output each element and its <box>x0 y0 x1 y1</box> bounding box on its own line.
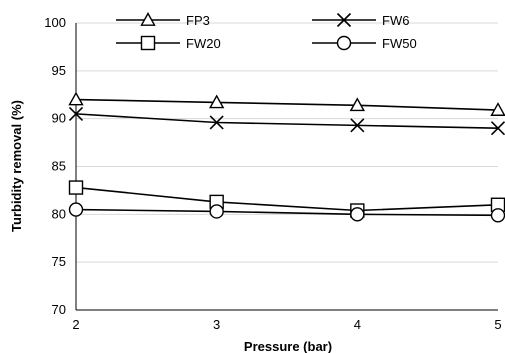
legend-item-fw50: FW50 <box>312 35 417 51</box>
x-marker <box>490 121 505 136</box>
legend-label: FW50 <box>382 36 417 51</box>
legend-label: FP3 <box>186 13 210 28</box>
y-tick-label: 70 <box>52 302 66 317</box>
y-tick-label: 90 <box>52 111 66 126</box>
legend-item-fw6: FW6 <box>312 12 409 28</box>
x-tick-label: 4 <box>354 317 361 332</box>
x-marker <box>336 12 352 28</box>
series-fw50 <box>68 202 505 223</box>
circle-marker <box>209 204 224 219</box>
x-marker <box>209 115 224 130</box>
y-tick-label: 75 <box>52 254 66 269</box>
triangle-marker <box>140 12 156 26</box>
x-marker <box>68 106 84 121</box>
legend-label: FW20 <box>186 36 221 51</box>
x-tick-labels: 2 3 4 5 <box>72 317 501 332</box>
legend: FP3 FW6 FW20 FW50 <box>116 12 417 51</box>
series-line <box>75 186 499 212</box>
y-tick-label: 85 <box>52 159 66 174</box>
series-fw20 <box>68 180 505 218</box>
y-axis-title: Turbidity removal (%) <box>9 100 24 232</box>
circle-marker <box>350 207 365 222</box>
legend-item-fw20: FW20 <box>116 35 221 51</box>
x-marker <box>350 118 365 133</box>
series-fp3 <box>68 91 505 116</box>
triangle-marker <box>490 102 505 116</box>
circle-marker <box>68 202 84 217</box>
series-line <box>75 208 499 217</box>
y-tick-label: 95 <box>52 63 66 78</box>
circle-marker <box>336 35 352 51</box>
x-tick-label: 3 <box>213 317 220 332</box>
y-tick-label: 80 <box>52 206 66 221</box>
series-group <box>68 91 505 223</box>
triangle-marker <box>349 97 366 112</box>
legend-label: FW6 <box>382 13 409 28</box>
triangle-marker <box>68 91 84 106</box>
circle-marker <box>490 208 505 223</box>
x-axis-title: Pressure (bar) <box>244 339 332 353</box>
gridlines <box>76 22 498 263</box>
series-line <box>75 98 499 111</box>
legend-item-fp3: FP3 <box>116 12 210 28</box>
square-marker <box>68 180 84 195</box>
triangle-marker <box>208 94 225 109</box>
y-tick-label: 100 <box>44 15 66 30</box>
axes <box>75 23 498 311</box>
series-fw6 <box>68 106 505 136</box>
square-marker <box>140 35 156 51</box>
series-line <box>75 113 499 130</box>
y-tick-labels: 70 75 80 85 90 95 100 <box>44 15 66 317</box>
x-tick-label: 5 <box>494 317 501 332</box>
x-tick-label: 2 <box>72 317 79 332</box>
